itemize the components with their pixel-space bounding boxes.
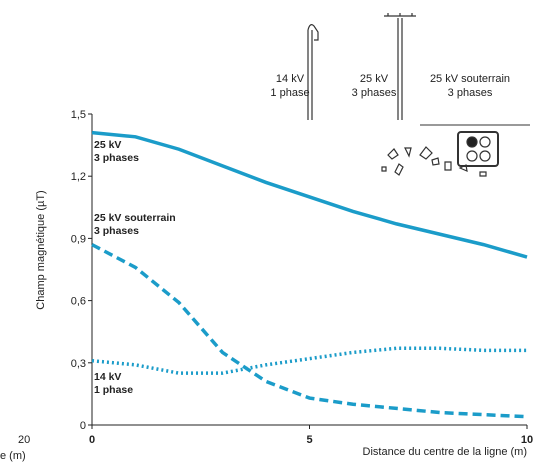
x-axis-title: Distance du centre de la ligne (m) bbox=[363, 446, 527, 458]
icons bbox=[307, 13, 530, 177]
header-label: 1 phase bbox=[270, 87, 309, 99]
series-label: 25 kV souterrain bbox=[94, 212, 176, 224]
header-label: 3 phases bbox=[352, 87, 397, 99]
y-tick-label: 1,5 bbox=[71, 109, 86, 121]
series-label: 1 phase bbox=[94, 384, 133, 396]
x-tick-label: 10 bbox=[521, 434, 533, 446]
fragment: e (m) bbox=[0, 450, 26, 462]
x-tick-label: 5 bbox=[306, 434, 312, 446]
fragment: 20 bbox=[18, 434, 30, 446]
series-label: 3 phases bbox=[94, 152, 139, 164]
y-tick-label: 0,6 bbox=[71, 296, 86, 308]
header-label: 25 kV bbox=[360, 73, 389, 85]
x-tick-label: 0 bbox=[89, 434, 95, 446]
y-tick-label: 0,3 bbox=[71, 358, 86, 370]
line bbox=[91, 243, 528, 419]
y-axis-title: Champ magnétique (µT) bbox=[35, 190, 47, 309]
line bbox=[91, 346, 527, 375]
y-tick-label: 1,2 bbox=[71, 171, 86, 183]
header-label: 3 phases bbox=[448, 87, 493, 99]
line bbox=[91, 130, 528, 259]
series-label: 3 phases bbox=[94, 225, 139, 237]
header-label: 25 kV souterrain bbox=[430, 73, 510, 85]
series-label: 25 kV bbox=[94, 139, 121, 151]
series-label: 14 kV bbox=[94, 371, 121, 383]
header-label: 14 kV bbox=[276, 73, 305, 85]
y-tick-label: 0 bbox=[80, 420, 86, 432]
y-tick-label: 0,9 bbox=[71, 233, 86, 245]
